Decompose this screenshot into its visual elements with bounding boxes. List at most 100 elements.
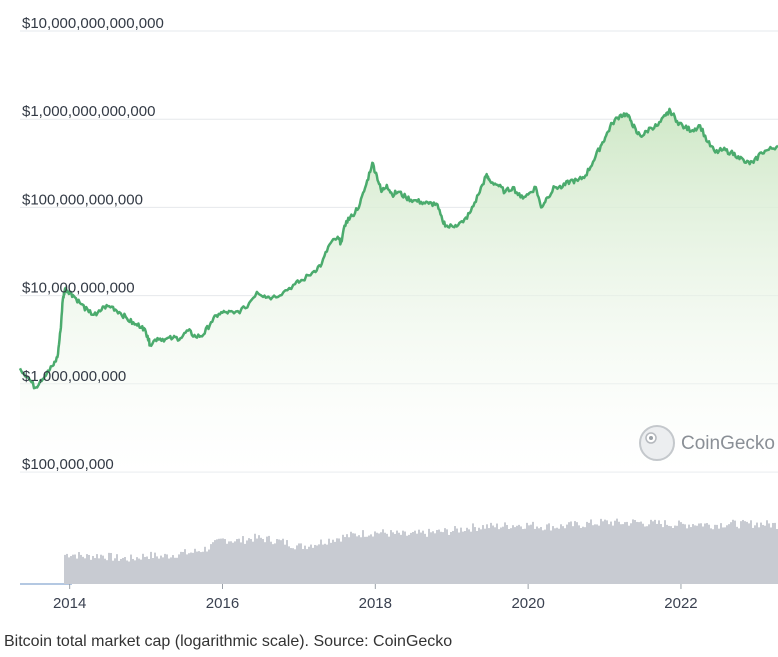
- volume-bar: [662, 527, 664, 584]
- volume-bar: [316, 545, 318, 584]
- volume-bar: [216, 539, 218, 584]
- volume-bar: [160, 555, 162, 584]
- volume-bar: [436, 530, 438, 584]
- volume-bar: [488, 528, 490, 584]
- volume-bar: [592, 525, 594, 584]
- volume-bar: [766, 520, 768, 584]
- volume-bar: [154, 552, 156, 584]
- watermark-text: CoinGecko: [681, 433, 775, 454]
- volume-bar: [588, 522, 590, 584]
- volume-bar: [144, 556, 146, 584]
- volume-bar: [400, 534, 402, 584]
- volume-bar: [214, 540, 216, 584]
- volume-bar: [300, 543, 302, 584]
- volume-bar: [360, 537, 362, 584]
- volume-bar: [476, 531, 478, 584]
- y-tick-label: $100,000,000,000: [22, 191, 143, 208]
- volume-bar: [702, 526, 704, 584]
- volume-bar: [748, 523, 750, 584]
- volume-bar: [290, 548, 292, 584]
- volume-bar: [238, 538, 240, 584]
- volume-bar: [174, 557, 176, 584]
- volume-bar: [298, 543, 300, 584]
- volume-bar: [268, 535, 270, 584]
- volume-bar: [374, 531, 376, 584]
- volume-bar: [666, 524, 668, 584]
- volume-bar: [378, 533, 380, 584]
- volume-bar: [122, 557, 124, 584]
- volume-bar: [560, 524, 562, 584]
- volume-bar: [148, 559, 150, 584]
- volume-bar: [562, 526, 564, 584]
- volume-bar: [500, 527, 502, 584]
- y-tick-label: $1,000,000,000,000: [22, 103, 155, 120]
- volume-bar: [200, 552, 202, 584]
- x-tick-label: 2020: [511, 595, 544, 612]
- volume-bar: [732, 519, 734, 584]
- volume-bar: [472, 523, 474, 584]
- volume-bar: [332, 539, 334, 584]
- volume-bar: [352, 533, 354, 584]
- volume-bar: [738, 528, 740, 584]
- volume-bar: [656, 523, 658, 584]
- volume-bar: [648, 524, 650, 584]
- volume-bar: [106, 560, 108, 584]
- volume-bar: [208, 549, 210, 584]
- volume-bar: [412, 531, 414, 584]
- volume-bar: [674, 525, 676, 584]
- volume-bar: [486, 524, 488, 584]
- volume-bar: [528, 525, 530, 584]
- volume-bar: [730, 522, 732, 584]
- volume-bar: [340, 541, 342, 584]
- volume-bar: [434, 533, 436, 584]
- volume-bar: [308, 546, 310, 584]
- volume-bar: [118, 560, 120, 584]
- volume-bar: [260, 537, 262, 584]
- volume-bar: [598, 525, 600, 584]
- price-area-fill: [20, 108, 778, 473]
- volume-bar: [700, 523, 702, 584]
- volume-bar: [210, 544, 212, 584]
- volume-bar: [474, 527, 476, 584]
- volume-bar: [142, 553, 144, 584]
- volume-bar: [692, 524, 694, 584]
- volume-bar: [424, 533, 426, 584]
- volume-bar: [318, 544, 320, 584]
- volume-bar: [370, 534, 372, 584]
- volume-bar: [608, 524, 610, 584]
- volume-bar: [572, 526, 574, 584]
- volume-bar: [262, 539, 264, 584]
- volume-bar: [564, 528, 566, 584]
- y-tick-label: $100,000,000: [22, 456, 114, 473]
- volume-bar: [450, 532, 452, 584]
- volume-bar: [312, 547, 314, 584]
- volume-bar: [614, 520, 616, 584]
- volume-bar: [530, 524, 532, 584]
- x-tick-label: 2016: [206, 595, 239, 612]
- volume-bar: [628, 525, 630, 584]
- volume-bar: [322, 544, 324, 584]
- volume-bar: [712, 529, 714, 584]
- volume-bar: [170, 557, 172, 584]
- volume-bar: [76, 558, 78, 584]
- volume-bar: [84, 558, 86, 584]
- volume-bar: [114, 558, 116, 584]
- volume-bar: [240, 542, 242, 584]
- volume-bar: [646, 526, 648, 584]
- volume-bar: [768, 523, 770, 584]
- volume-bar: [202, 551, 204, 584]
- volume-bar: [694, 525, 696, 584]
- volume-bar: [580, 527, 582, 584]
- volume-bar: [116, 554, 118, 584]
- volume-bar: [124, 556, 126, 584]
- volume-bar: [158, 558, 160, 584]
- volume-bar: [676, 525, 678, 584]
- volume-bar: [508, 529, 510, 584]
- volume-bar: [510, 528, 512, 584]
- volume-bar: [610, 521, 612, 584]
- volume-bar: [640, 521, 642, 584]
- volume-bar: [686, 528, 688, 584]
- volume-bar: [272, 544, 274, 584]
- volume-bar: [180, 551, 182, 584]
